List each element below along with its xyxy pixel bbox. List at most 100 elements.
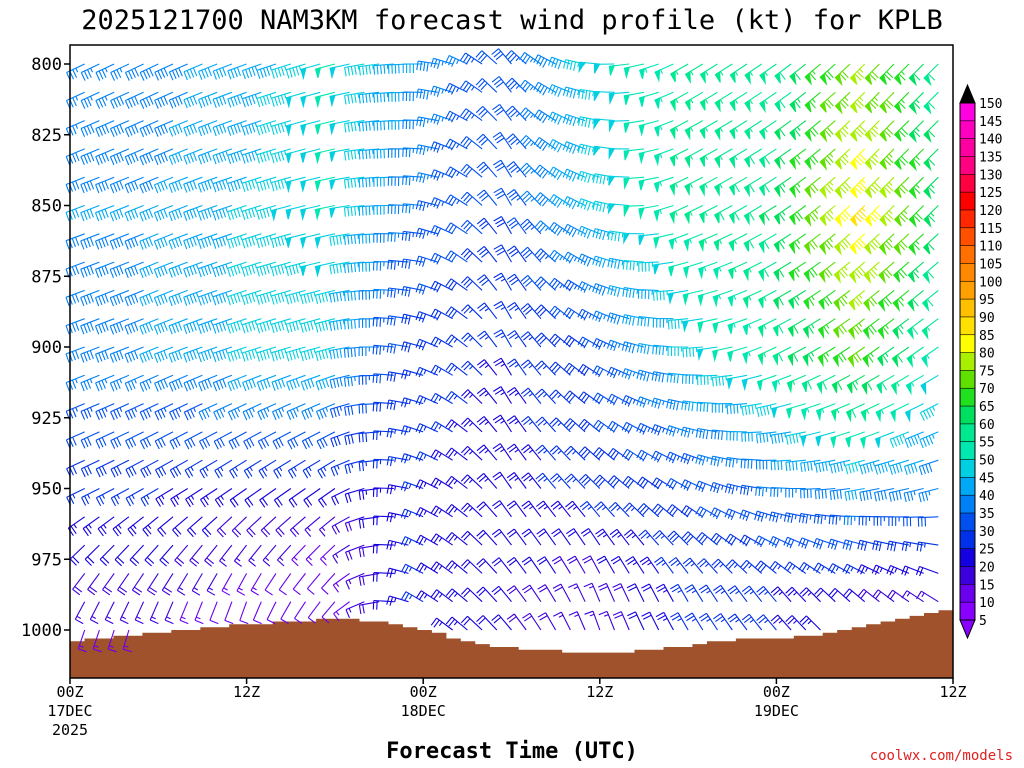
wind-barb (506, 613, 527, 631)
wind-barb (622, 259, 645, 271)
wind-barb (358, 487, 380, 501)
colorbar-label: 130 (979, 168, 1002, 183)
wind-barb (652, 289, 674, 301)
wind-barb (476, 189, 498, 206)
wind-barb (216, 516, 233, 538)
wind-barb (300, 91, 321, 109)
wind-barb (493, 159, 512, 178)
wind-barb (695, 532, 718, 546)
wind-barb (606, 339, 630, 352)
wind-barb (430, 308, 453, 321)
wind-barb (95, 459, 115, 478)
wind-barb (916, 590, 939, 603)
wind-barb (893, 120, 910, 142)
wind-barb (521, 472, 542, 489)
wind-barb (241, 148, 262, 164)
wind-barb (506, 301, 527, 320)
wind-barb (168, 120, 188, 137)
wind-barb (506, 500, 527, 518)
wind-barb (638, 120, 659, 137)
wind-barb (595, 528, 615, 546)
wind-barb (533, 54, 556, 68)
wind-barb (699, 176, 718, 197)
wind-barb (213, 431, 233, 450)
wind-barb (879, 148, 895, 170)
wind-barb (564, 445, 586, 461)
wind-barb (285, 318, 306, 333)
wind-barb (139, 91, 159, 110)
wind-barb (864, 233, 881, 255)
wind-barb (923, 91, 939, 115)
wind-barb (849, 63, 866, 85)
wind-barb (681, 531, 704, 546)
wind-barb (285, 91, 306, 109)
wind-barb (476, 387, 498, 404)
wind-barb (848, 261, 866, 284)
wind-barb (270, 318, 291, 334)
wind-barb (872, 589, 895, 603)
wind-barb (430, 197, 453, 209)
wind-barb (343, 148, 365, 161)
wind-barb (534, 360, 556, 376)
wind-barb (535, 444, 557, 461)
wind-barb (864, 205, 882, 227)
wind-barb (287, 459, 306, 479)
wind-barb (314, 120, 336, 135)
wind-barb (728, 205, 748, 224)
wind-barb (905, 374, 924, 396)
wind-barb (476, 416, 498, 433)
wind-barb (699, 91, 718, 111)
wind-barb (139, 120, 159, 138)
wind-barb (800, 431, 821, 448)
wind-barb (815, 459, 836, 473)
colorbar-swatch (960, 423, 975, 442)
wind-barb (714, 91, 733, 113)
wind-barb (682, 346, 703, 358)
wind-barb (785, 459, 806, 472)
wind-barb (727, 613, 748, 631)
wind-barb (161, 573, 174, 596)
wind-barb (921, 318, 939, 340)
y-tick-label: 875 (31, 267, 62, 287)
wind-barb (266, 601, 277, 625)
colorbar: 5 10 15 20 25 30 35 40 45 50 55 60 65 70 75 80 85 90 95 100… (959, 83, 1002, 640)
wind-barb (774, 120, 792, 140)
wind-barb (333, 601, 350, 622)
wind-barb (358, 289, 380, 300)
wind-barb (608, 91, 630, 105)
wind-barb (400, 508, 424, 520)
wind-barb (849, 91, 866, 114)
wind-barb (80, 176, 100, 194)
wind-barb (80, 374, 100, 392)
wind-barb (241, 204, 262, 221)
wind-barb (774, 91, 792, 112)
wind-barb (94, 289, 115, 307)
wind-barb (682, 318, 703, 333)
wind-barb (877, 318, 895, 340)
wind-barb (579, 500, 601, 518)
wind-barb (305, 544, 321, 566)
wind-barb (241, 176, 262, 192)
wind-barb (72, 573, 86, 596)
wind-barb (212, 91, 233, 108)
wind-barb (372, 401, 394, 412)
wind-barb (153, 261, 174, 279)
wind-barb (800, 459, 821, 472)
wind-barb (698, 584, 718, 603)
wind-barb (318, 488, 336, 508)
wind-barb (256, 346, 277, 362)
wind-barb (698, 233, 718, 253)
colorbar-swatch (960, 370, 975, 389)
wind-barb (725, 559, 748, 574)
wind-barb (65, 148, 85, 166)
wind-barb (300, 120, 321, 137)
wind-barb (460, 530, 483, 546)
wind-barb (519, 107, 542, 122)
wind-barb (799, 615, 821, 631)
wind-barb (307, 601, 321, 624)
wind-barb (155, 459, 174, 479)
wind-barb (592, 228, 615, 241)
wind-barb (593, 91, 615, 101)
credit-text[interactable]: coolwx.com/models (870, 748, 1013, 764)
wind-barb (608, 148, 630, 160)
